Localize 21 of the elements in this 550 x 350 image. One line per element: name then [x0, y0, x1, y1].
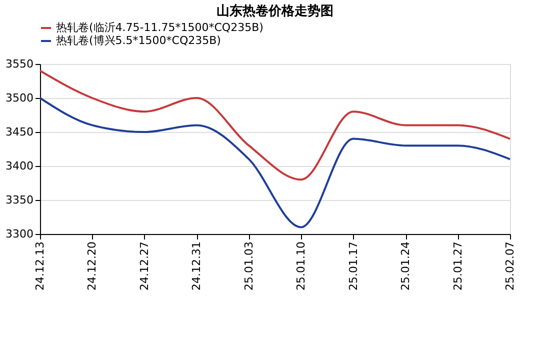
legend-label: 热轧卷(博兴5.5*1500*CQ235B) — [56, 34, 221, 47]
y-tick-label: 3550 — [6, 58, 34, 70]
x-tick-label: 25.01.24 — [399, 242, 412, 290]
x-tick-label: 24.12.27 — [138, 242, 151, 290]
x-tick-label: 25.01.17 — [346, 242, 360, 290]
line-series — [39, 97, 511, 228]
legend-label: 热轧卷(临沂4.75-11.75*1500*CQ235B) — [56, 21, 264, 34]
x-tick-label: 25.01.03 — [242, 242, 256, 290]
x-tick-label: 24.12.13 — [34, 242, 46, 290]
y-tick-label: 3400 — [6, 160, 34, 172]
x-tick-label: 25.01.10 — [294, 242, 308, 290]
chart-title: 山东热卷价格走势图 — [216, 3, 334, 19]
x-tick-label: 25.01.27 — [451, 242, 464, 290]
x-tick-label: 24.12.20 — [86, 242, 99, 290]
y-tick-label: 3300 — [6, 228, 34, 240]
y-tick-label: 3350 — [6, 194, 34, 206]
y-tick-label: 3500 — [6, 92, 34, 104]
x-tick-label: 24.12.31 — [190, 242, 204, 290]
y-tick-label: 3450 — [6, 126, 34, 138]
x-tick-label: 25.02.07 — [504, 242, 516, 290]
line-series — [39, 70, 511, 181]
